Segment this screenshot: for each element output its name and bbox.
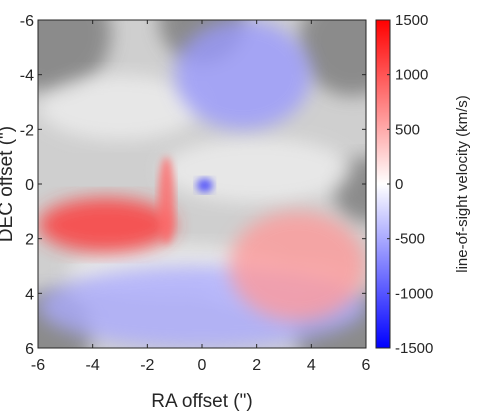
y-tick-label: -4 bbox=[20, 68, 34, 85]
x-tick-label: -6 bbox=[31, 357, 45, 374]
emission-streak bbox=[39, 75, 201, 140]
dim-region bbox=[38, 20, 112, 94]
y-tick-label: 0 bbox=[25, 177, 34, 194]
colorbar-tick-label: 1000 bbox=[395, 67, 428, 84]
velocity-map bbox=[38, 20, 366, 348]
x-tick-label: 0 bbox=[198, 357, 207, 374]
dim-region bbox=[298, 20, 366, 96]
y-tick-label: 6 bbox=[25, 341, 34, 358]
y-tick-label: -2 bbox=[20, 122, 34, 139]
y-axis: -6 -4 -2 0 2 4 6 bbox=[20, 13, 366, 358]
velocity-feature-center-blue-spot bbox=[196, 178, 213, 193]
colorbar-tick-label: 500 bbox=[395, 121, 420, 138]
y-tick-label: 4 bbox=[25, 286, 34, 303]
y-tick-label: 2 bbox=[25, 232, 34, 249]
velocity-field bbox=[38, 20, 366, 348]
x-tick-label: 2 bbox=[252, 357, 261, 374]
colorbar-tick-label: -1000 bbox=[395, 285, 433, 302]
y-tick-label: -6 bbox=[20, 13, 34, 30]
colorbar-label: line-of-sight velocity (km/s) bbox=[454, 95, 471, 273]
x-tick-label: -4 bbox=[86, 357, 100, 374]
colorbar-ticks: 1500 1000 500 0 -500 -1000 -1500 bbox=[387, 12, 433, 357]
x-axis: -6 -4 -2 0 2 4 6 bbox=[31, 20, 371, 374]
velocity-feature-western-red-region bbox=[229, 211, 366, 321]
colorbar-tick-label: 1500 bbox=[395, 12, 428, 29]
velocity-feature-northern-blue-region bbox=[174, 20, 312, 130]
x-tick-label: -2 bbox=[140, 357, 154, 374]
x-tick-label: 4 bbox=[307, 357, 316, 374]
x-tick-label: 6 bbox=[362, 357, 371, 374]
x-axis-label: RA offset (") bbox=[151, 391, 252, 412]
colorbar-tick-label: 0 bbox=[395, 176, 403, 193]
velocity-feature-vertical-red-filament bbox=[158, 156, 175, 245]
velocity-feature-southeast-red-band bbox=[38, 197, 175, 253]
y-axis-label: DEC offset (") bbox=[0, 126, 17, 242]
colorbar-tick-label: -1500 bbox=[395, 340, 433, 357]
emission-streak bbox=[162, 137, 352, 203]
colorbar-tick-label: -500 bbox=[395, 231, 425, 248]
